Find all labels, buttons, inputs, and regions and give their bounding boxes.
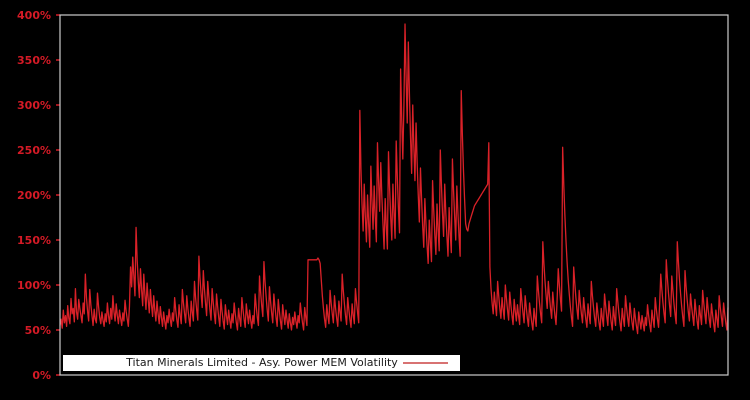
y-tick-label: 50%: [25, 324, 51, 337]
y-tick-label: 250%: [17, 144, 51, 157]
y-tick-label: 100%: [17, 279, 51, 292]
legend-entry-label: Titan Minerals Limited - Asy. Power MEM …: [125, 356, 398, 369]
y-tick-label: 0%: [32, 369, 51, 382]
y-tick-label: 300%: [17, 99, 51, 112]
y-axis-tick-marks: [56, 14, 60, 376]
y-tick-label: 200%: [17, 189, 51, 202]
volatility-series-line: [59, 23, 729, 335]
chart-legend[interactable]: Titan Minerals Limited - Asy. Power MEM …: [63, 355, 460, 371]
plot-frame-border: [59, 14, 729, 376]
y-tick-label: 350%: [17, 54, 51, 67]
legend-background: [63, 355, 460, 371]
plot-area-background: [60, 15, 728, 375]
y-tick-label: 400%: [17, 9, 51, 22]
y-axis-tick-labels: 0% 50% 100% 150% 200% 250% 300% 350% 400%: [17, 9, 51, 382]
y-tick-label: 150%: [17, 234, 51, 247]
